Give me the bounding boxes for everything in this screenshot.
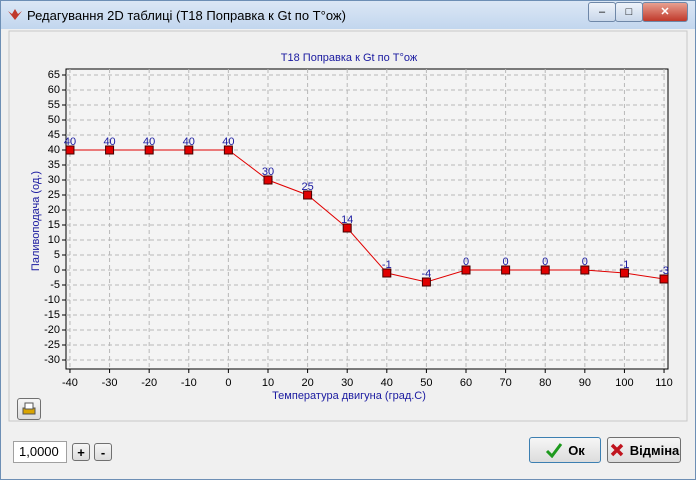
data-line — [69, 149, 665, 283]
data-point — [223, 145, 233, 155]
ok-label: Ок — [568, 442, 585, 458]
data-label: -1 — [620, 259, 630, 271]
app-icon — [8, 9, 22, 20]
window-title: Редагування 2D таблиці (T18 Поправка к G… — [27, 8, 346, 23]
data-point — [382, 268, 392, 278]
data-point — [144, 145, 154, 155]
x-tick-label: -10 — [181, 377, 197, 389]
data-label: -4 — [422, 268, 432, 280]
data-point — [421, 277, 431, 287]
maximize-button[interactable]: □ — [615, 2, 643, 22]
data-point — [619, 268, 629, 278]
y-tick-label: -15 — [44, 309, 60, 321]
data-label: 0 — [503, 256, 509, 268]
chart: T18 Поправка к Gt по T°ож Температура дв… — [8, 30, 688, 422]
print-icon — [22, 402, 36, 415]
x-tick-label: 10 — [262, 377, 274, 389]
y-tick-label: -25 — [44, 339, 60, 351]
y-tick-label: 30 — [48, 174, 60, 186]
x-tick-label: 50 — [420, 377, 432, 389]
y-tick-label: 20 — [48, 204, 60, 216]
data-label: 25 — [301, 181, 313, 193]
y-axis-label: Паливоподача (од.) — [30, 171, 42, 271]
y-tick-label: 15 — [48, 219, 60, 231]
data-point — [263, 175, 273, 185]
y-tick-label: 25 — [48, 189, 60, 201]
data-label: 0 — [542, 256, 548, 268]
y-tick-label: 45 — [48, 129, 60, 141]
data-point — [501, 265, 511, 275]
data-label: -1 — [382, 259, 392, 271]
x-tick-label: -40 — [62, 377, 78, 389]
x-tick-label: 0 — [225, 377, 231, 389]
plus-button[interactable]: + — [72, 443, 90, 461]
y-tick-label: 55 — [48, 99, 60, 111]
data-label: 40 — [222, 136, 234, 148]
data-label: 30 — [262, 166, 274, 178]
data-point — [540, 265, 550, 275]
minus-button[interactable]: - — [94, 443, 112, 461]
data-label: 40 — [143, 136, 155, 148]
data-point — [303, 190, 313, 200]
x-tick-label: 90 — [579, 377, 591, 389]
title-bar: Редагування 2D таблиці (T18 Поправка к G… — [1, 1, 695, 29]
x-tick-label: 80 — [539, 377, 551, 389]
ok-button[interactable]: Ок — [529, 437, 601, 463]
data-label: 0 — [582, 256, 588, 268]
data-point — [461, 265, 471, 275]
data-label: 40 — [64, 136, 76, 148]
print-button[interactable] — [17, 398, 41, 420]
y-tick-label: 65 — [48, 69, 60, 81]
y-tick-label: -5 — [50, 279, 60, 291]
x-tick-label: -30 — [102, 377, 118, 389]
data-label: 40 — [103, 136, 115, 148]
y-tick-label: -10 — [44, 294, 60, 306]
x-tick-label: 40 — [381, 377, 393, 389]
x-axis-label: Температура двигуна (град.С) — [272, 390, 426, 402]
y-tick-label: 5 — [54, 249, 60, 261]
close-button[interactable]: ✕ — [642, 2, 688, 22]
data-point — [659, 274, 669, 284]
y-tick-label: -30 — [44, 354, 60, 366]
y-tick-label: 10 — [48, 234, 60, 246]
step-input[interactable]: 1,0000 — [13, 441, 67, 463]
x-tick-label: 60 — [460, 377, 472, 389]
data-point — [105, 145, 115, 155]
x-tick-label: 20 — [301, 377, 313, 389]
data-label: 0 — [463, 256, 469, 268]
cancel-icon — [610, 443, 623, 457]
x-tick-label: 110 — [655, 377, 673, 389]
x-tick-label: -20 — [141, 377, 157, 389]
y-tick-label: 40 — [48, 144, 60, 156]
x-tick-label: 30 — [341, 377, 353, 389]
data-point — [65, 145, 75, 155]
y-tick-label: 50 — [48, 114, 60, 126]
data-point — [580, 265, 590, 275]
ok-icon — [546, 443, 563, 458]
data-label: -3 — [659, 265, 669, 277]
cancel-label: Відміна — [629, 442, 680, 458]
x-tick-label: 70 — [499, 377, 511, 389]
chart-title: T18 Поправка к Gt по T°ож — [281, 52, 418, 64]
y-tick-label: 0 — [54, 264, 60, 276]
data-point — [184, 145, 194, 155]
y-tick-label: 60 — [48, 84, 60, 96]
x-tick-label: 100 — [615, 377, 633, 389]
plot-area — [65, 68, 669, 370]
data-label: 14 — [341, 214, 353, 226]
cancel-button[interactable]: Відміна — [607, 437, 681, 463]
y-tick-label: -20 — [44, 324, 60, 336]
data-label: 40 — [183, 136, 195, 148]
y-tick-label: 35 — [48, 159, 60, 171]
minimize-button[interactable]: – — [588, 2, 616, 22]
data-point — [342, 223, 352, 233]
